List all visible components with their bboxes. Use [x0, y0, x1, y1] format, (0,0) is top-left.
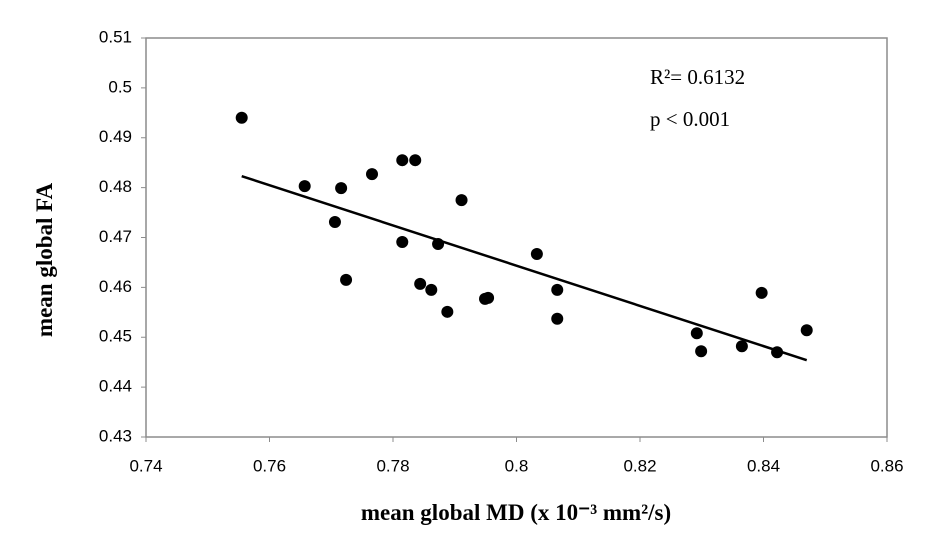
y-tick-label: 0.47	[99, 227, 132, 246]
data-point	[441, 305, 454, 318]
y-tick-label: 0.46	[99, 277, 132, 296]
y-tick-label: 0.48	[99, 177, 132, 196]
y-tick-label: 0.51	[99, 27, 132, 46]
x-tick-label: 0.86	[870, 456, 903, 475]
y-tick-label: 0.44	[99, 377, 132, 396]
data-point	[432, 237, 445, 250]
data-point	[690, 327, 703, 340]
plot-frame	[145, 37, 888, 438]
annotation: R²= 0.6132	[650, 65, 745, 89]
data-point	[425, 283, 438, 296]
data-point	[551, 312, 564, 325]
x-tick-label: 0.74	[129, 456, 162, 475]
y-tick-label: 0.49	[99, 127, 132, 146]
x-axis-title: mean global MD (x 10⁻³ mm²/s)	[361, 500, 671, 525]
data-point	[771, 346, 784, 359]
data-point	[340, 273, 353, 286]
data-point	[414, 277, 427, 290]
y-axis-title: mean global FA	[32, 183, 57, 338]
data-point	[695, 345, 708, 358]
data-point	[800, 324, 813, 337]
data-point	[755, 286, 768, 299]
y-tick-label: 0.45	[99, 327, 132, 346]
data-point	[396, 235, 409, 248]
data-point	[735, 340, 748, 353]
y-tick-label: 0.5	[108, 77, 132, 96]
data-point	[455, 194, 468, 207]
y-tick-label: 0.43	[99, 426, 132, 445]
trend-line	[241, 174, 808, 362]
annotation: p < 0.001	[650, 107, 730, 131]
x-tick-label: 0.82	[623, 456, 656, 475]
data-point	[396, 154, 409, 167]
data-point	[366, 168, 379, 181]
data-point	[335, 182, 348, 195]
data-point	[235, 111, 248, 124]
data-point	[328, 216, 341, 229]
data-point	[298, 180, 311, 193]
x-tick-label: 0.76	[253, 456, 286, 475]
x-tick-label: 0.84	[747, 456, 780, 475]
data-point	[409, 154, 422, 167]
x-tick-label: 0.78	[376, 456, 409, 475]
data-point	[530, 247, 543, 260]
data-point	[551, 283, 564, 296]
x-tick-label: 0.8	[505, 456, 529, 475]
data-point	[479, 292, 492, 305]
